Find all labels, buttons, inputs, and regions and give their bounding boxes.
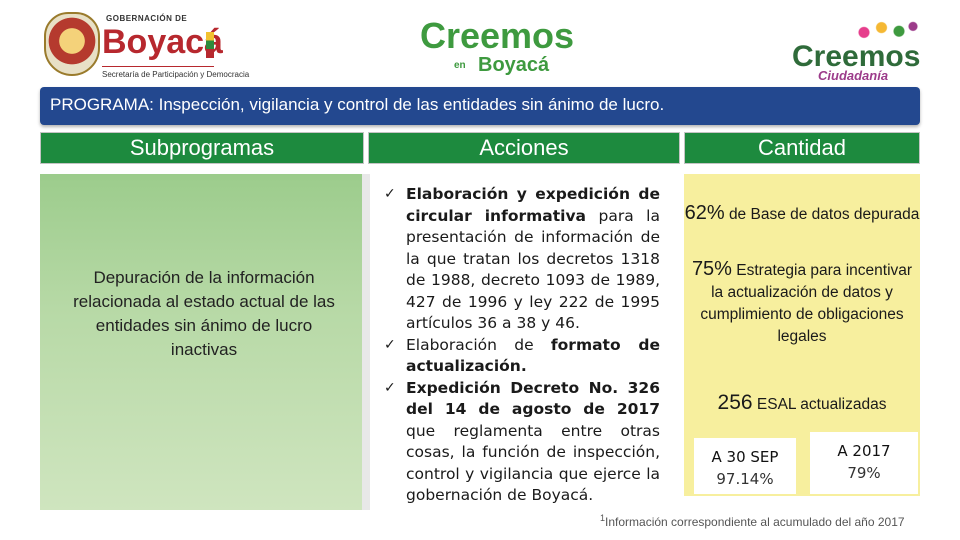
subprograma-text: Depuración de la información relacionada… <box>73 268 335 359</box>
list-item: ✓ Elaboración de formato de actualización… <box>384 335 660 376</box>
program-banner: PROGRAMA: Inspección, vigilancia y contr… <box>40 87 920 125</box>
cantidad-cell: 62% de Base de datos depurada 75% Estrat… <box>684 174 920 496</box>
column-divider <box>362 174 370 510</box>
metric-base-datos: 62% de Base de datos depurada <box>684 202 920 224</box>
subprograma-cell: Depuración de la información relacionada… <box>40 174 362 510</box>
checkmark-icon: ✓ <box>384 336 396 353</box>
acciones-list: ✓ Elaboración y expedición de circular in… <box>384 184 660 507</box>
gobernacion-boyaca-logo: GOBERNACIÓN DE Boyacá Secretaría de Part… <box>40 10 249 80</box>
creemos-ciudadania-logo: Creemos Ciudadanía <box>786 18 926 84</box>
footnote: 1Información correspondiente al acumulad… <box>600 513 905 529</box>
column-header-acciones: Acciones <box>368 132 680 164</box>
program-title: PROGRAMA: Inspección, vigilancia y contr… <box>50 95 665 114</box>
stat-box-sep: A 30 SEP 97.14% <box>694 438 796 494</box>
list-item: ✓ Elaboración y expedición de circular in… <box>384 185 660 332</box>
list-item: ✓ Expedición Decreto No. 326 del 14 de ag… <box>384 378 660 505</box>
stat-box-2017: A 2017 79% <box>810 432 918 494</box>
divider-line <box>102 66 214 67</box>
checkmark-icon: ✓ <box>384 379 396 396</box>
creemos-en-boyaca-logo: Creemos en Boyacá <box>420 15 575 77</box>
coat-of-arms-icon <box>44 12 100 76</box>
flag-icon <box>206 32 214 58</box>
checkmark-icon: ✓ <box>384 186 396 202</box>
metric-esal: 256 ESAL actualizadas <box>717 391 887 414</box>
metric-estrategia: 75% Estrategia para incentivar la actual… <box>691 258 913 345</box>
column-header-subprogramas: Subprogramas <box>40 132 364 164</box>
column-header-cantidad: Cantidad <box>684 132 920 164</box>
flowers-icon <box>850 18 920 42</box>
